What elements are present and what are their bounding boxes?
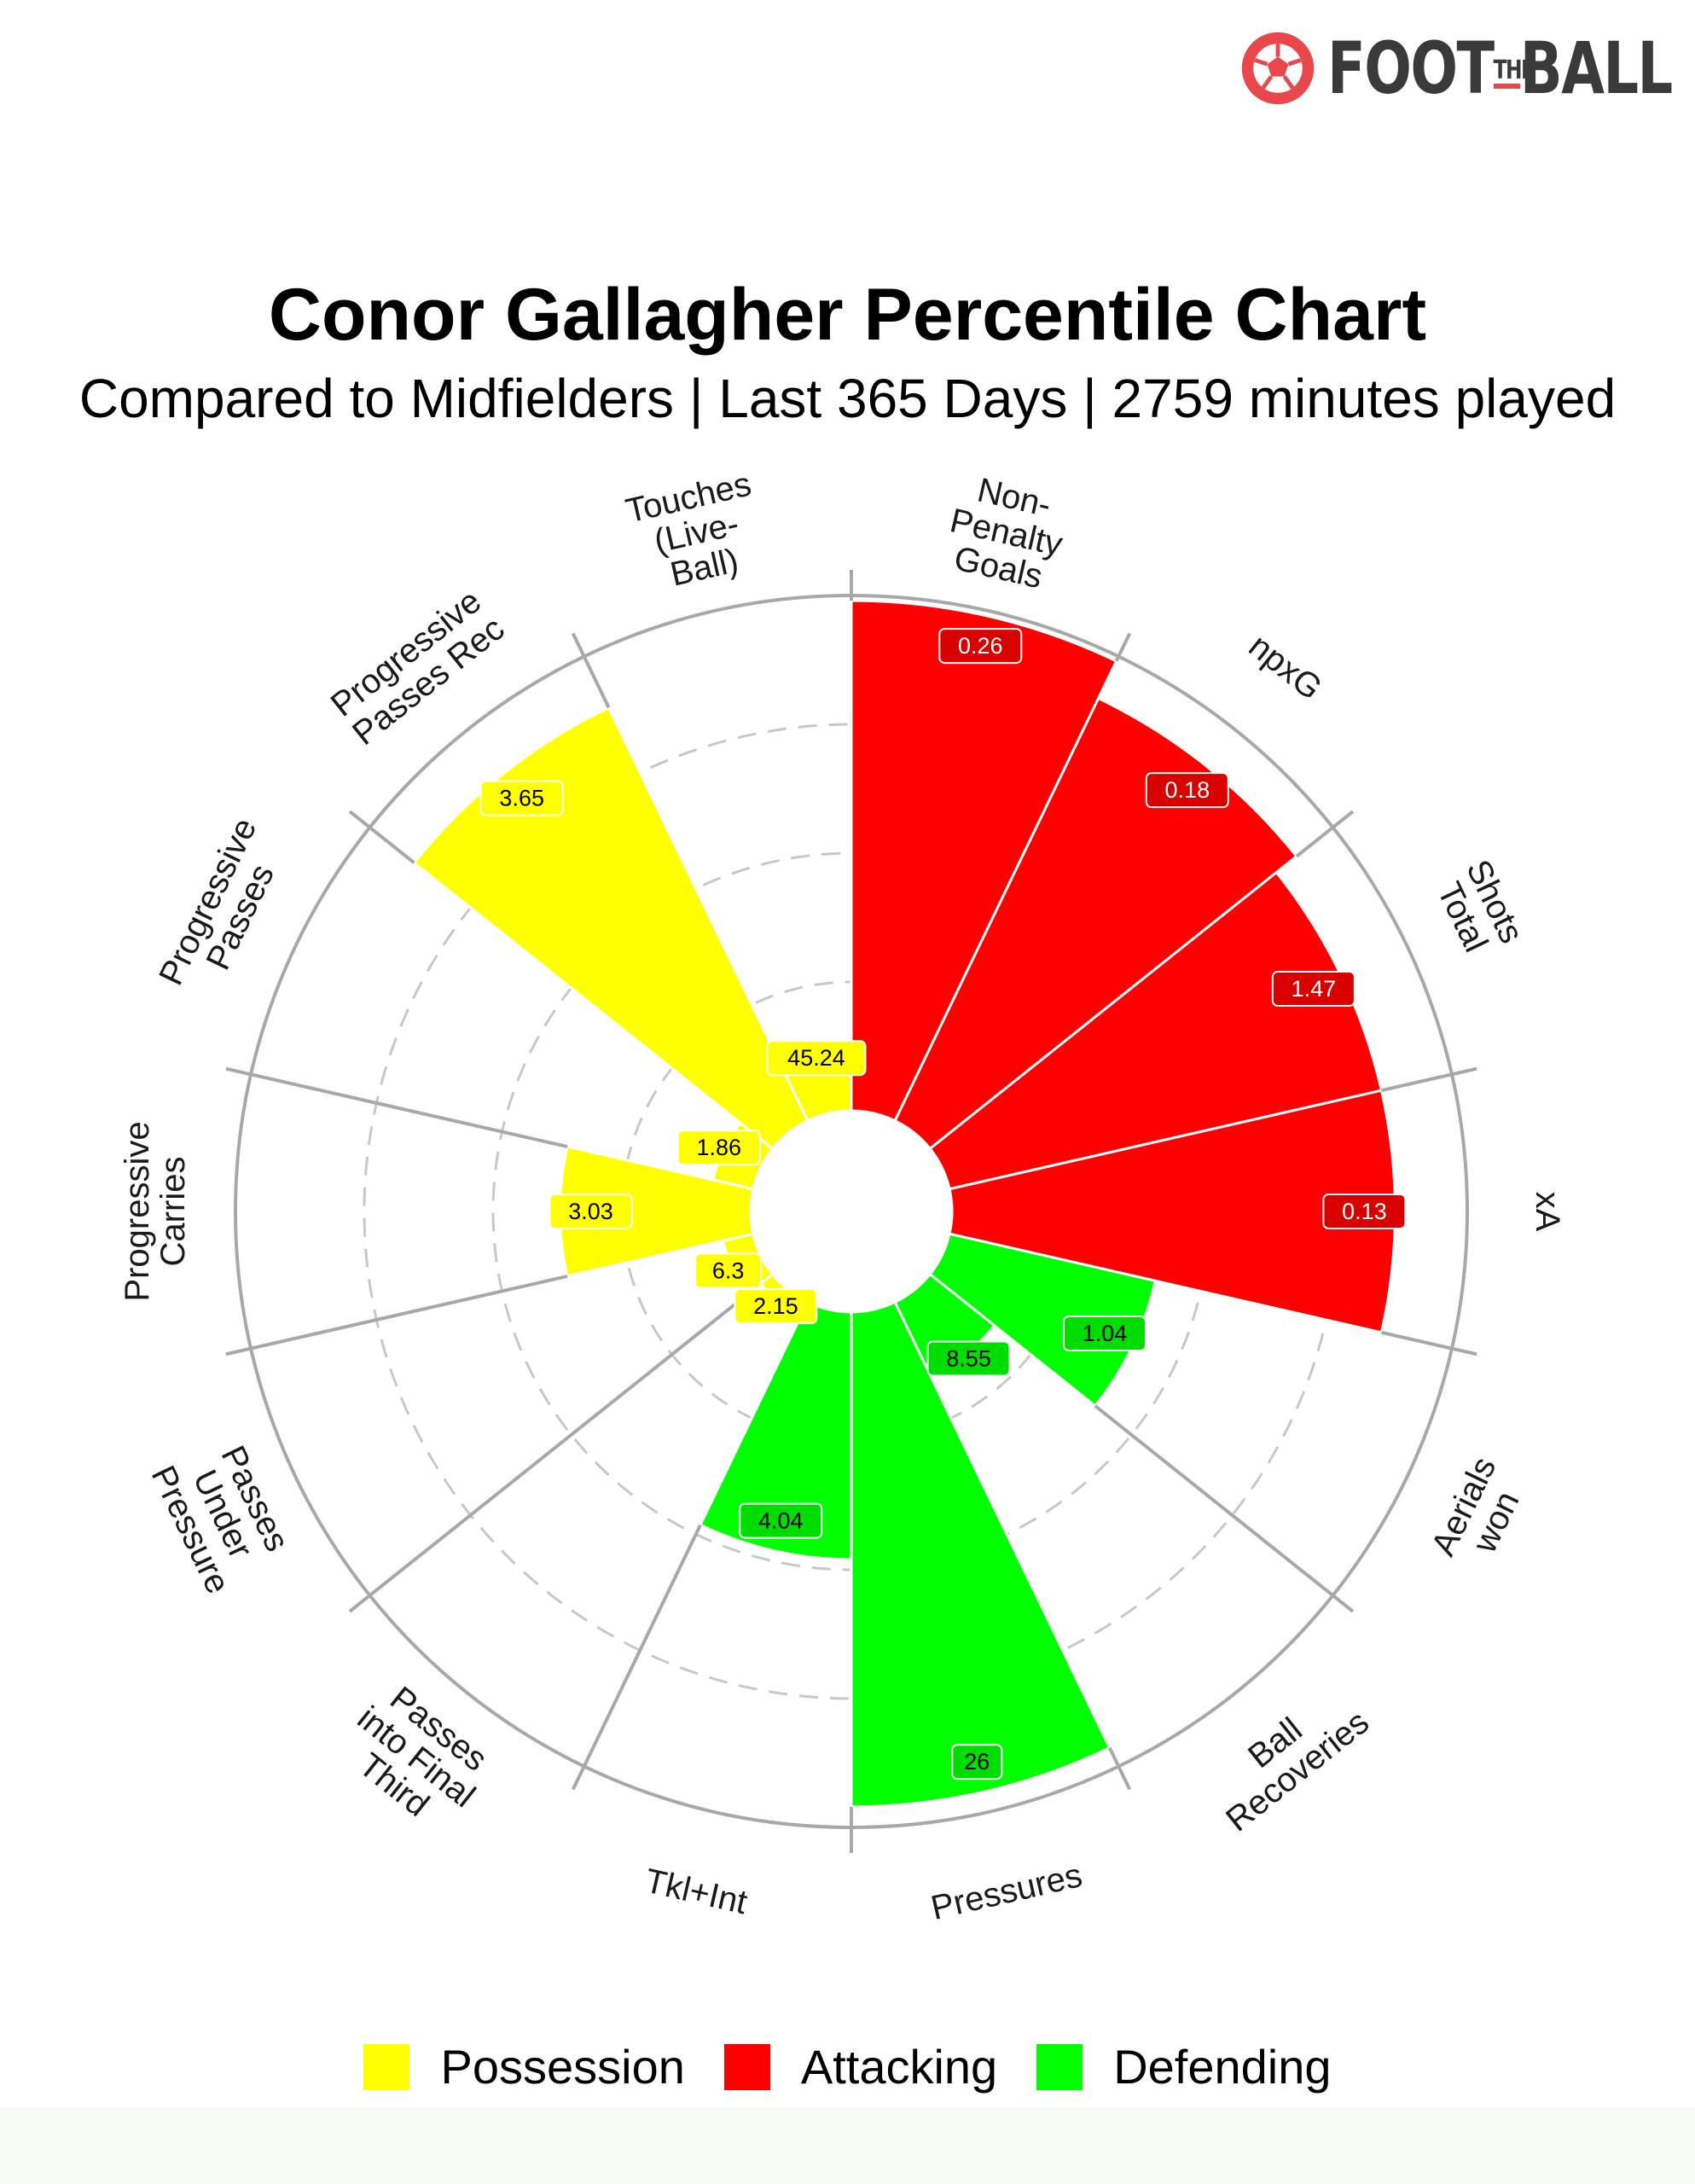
value-label-7: 4.04 bbox=[739, 1502, 823, 1539]
value-label-box bbox=[766, 1040, 867, 1077]
value-label-text: 2.15 bbox=[753, 1293, 798, 1319]
spoke-6 bbox=[1107, 1746, 1132, 1791]
category-label-4: Aerialswon bbox=[1425, 1451, 1536, 1577]
value-label-box bbox=[479, 780, 564, 816]
brand-text-ball: BALL bbox=[1519, 26, 1673, 110]
value-label-box bbox=[676, 1130, 761, 1166]
spoke-3 bbox=[1381, 1066, 1477, 1093]
category-label-5: BallRecoveries bbox=[1197, 1676, 1376, 1839]
value-label-text: 3.65 bbox=[499, 786, 544, 811]
spoke-8 bbox=[571, 1524, 702, 1791]
value-label-text: 45.24 bbox=[787, 1045, 845, 1071]
value-label-box bbox=[1145, 772, 1229, 809]
chart-title: Conor Gallagher Percentile Chart bbox=[268, 274, 1427, 356]
value-label-text: 1.86 bbox=[696, 1135, 741, 1160]
spoke-9 bbox=[348, 1292, 750, 1613]
value-label-3: 0.13 bbox=[1322, 1194, 1407, 1229]
category-label-11: ProgressivePasses bbox=[152, 812, 296, 1007]
spoke-1 bbox=[1114, 632, 1132, 662]
category-label-2: ShotsTotal bbox=[1426, 854, 1530, 964]
value-label-box bbox=[1322, 1194, 1407, 1229]
value-label-text: 1.47 bbox=[1292, 976, 1337, 1002]
value-label-13: 45.24 bbox=[766, 1040, 867, 1077]
category-label-12: ProgressivePasses Rec bbox=[323, 582, 511, 752]
chart-legend: Possession Attacking Defending bbox=[0, 2039, 1695, 2094]
legend-key bbox=[1036, 2043, 1083, 2090]
brand-wordmark: FOOTTHEBALL bbox=[1327, 26, 1673, 110]
spoke-5 bbox=[1094, 1404, 1355, 1613]
value-label-text: 0.26 bbox=[958, 633, 1003, 659]
category-label-6: Pressures bbox=[927, 1856, 1085, 1927]
legend-item-possession: Possession bbox=[363, 2039, 685, 2094]
category-label-1: npxG bbox=[1242, 627, 1329, 707]
value-label-4: 1.04 bbox=[1062, 1316, 1146, 1352]
category-label-13: Touches(Live-Ball) bbox=[623, 465, 771, 600]
legend-item-attacking: Attacking bbox=[723, 2039, 998, 2094]
spoke-13 bbox=[571, 632, 611, 709]
value-label-box bbox=[734, 1288, 818, 1325]
value-label-box bbox=[926, 1340, 1011, 1377]
category-label-8: Passesinto FinalThird bbox=[328, 1671, 505, 1843]
page-bottom-tint bbox=[0, 2107, 1695, 2184]
category-label-7: Tkl+Int bbox=[641, 1862, 751, 1922]
value-label-6: 26 bbox=[951, 1744, 1003, 1780]
value-label-box bbox=[694, 1252, 763, 1289]
legend-key bbox=[363, 2043, 410, 2090]
center-hole bbox=[751, 1111, 952, 1312]
category-label-10: ProgressiveCarries bbox=[119, 1121, 192, 1301]
value-label-text: 8.55 bbox=[946, 1346, 991, 1372]
value-label-text: 0.13 bbox=[1342, 1199, 1387, 1224]
value-label-1: 0.18 bbox=[1145, 772, 1229, 809]
legend-label: Defending bbox=[1113, 2040, 1332, 2094]
value-label-box bbox=[1062, 1316, 1146, 1352]
category-label-3: xA bbox=[1529, 1192, 1566, 1232]
value-label-5: 8.55 bbox=[926, 1340, 1011, 1377]
brand-text-foot: FOOT bbox=[1327, 26, 1495, 110]
spoke-4 bbox=[1381, 1330, 1477, 1356]
category-label-0: Non-PenaltyGoals bbox=[938, 467, 1074, 598]
legend-key bbox=[723, 2043, 770, 2090]
value-label-box bbox=[951, 1744, 1003, 1780]
value-label-text: 3.03 bbox=[568, 1199, 613, 1224]
value-label-2: 1.47 bbox=[1271, 971, 1355, 1008]
value-label-text: 0.18 bbox=[1165, 777, 1210, 803]
spoke-11 bbox=[225, 1066, 568, 1148]
soccer-ball-icon bbox=[1241, 32, 1315, 105]
spoke-2 bbox=[1295, 810, 1355, 858]
value-label-box bbox=[549, 1194, 633, 1229]
value-label-box bbox=[1271, 971, 1355, 1008]
spoke-12 bbox=[348, 810, 415, 864]
chart-subtitle: Compared to Midfielders | Last 365 Days … bbox=[78, 368, 1617, 429]
value-label-8: 2.15 bbox=[734, 1288, 818, 1325]
value-label-text: 6.3 bbox=[712, 1258, 745, 1284]
value-label-text: 4.04 bbox=[758, 1508, 804, 1534]
legend-item-defending: Defending bbox=[1036, 2039, 1332, 2094]
bar-12 bbox=[412, 706, 810, 1151]
value-label-9: 6.3 bbox=[694, 1252, 763, 1289]
value-label-0: 0.26 bbox=[938, 628, 1023, 665]
brand-logo: FOOTTHEBALL bbox=[1237, 26, 1695, 111]
category-label-9: PassesUnderPressure bbox=[144, 1429, 302, 1600]
value-label-box bbox=[739, 1502, 823, 1539]
legend-label: Possession bbox=[440, 2040, 685, 2094]
value-label-11: 1.86 bbox=[676, 1130, 761, 1166]
value-label-10: 3.03 bbox=[549, 1194, 633, 1229]
value-label-12: 3.65 bbox=[479, 780, 564, 816]
value-label-text: 1.04 bbox=[1083, 1321, 1128, 1346]
value-label-box bbox=[938, 628, 1023, 665]
spoke-10 bbox=[225, 1275, 568, 1356]
legend-label: Attacking bbox=[800, 2040, 998, 2094]
value-label-text: 26 bbox=[964, 1749, 990, 1774]
